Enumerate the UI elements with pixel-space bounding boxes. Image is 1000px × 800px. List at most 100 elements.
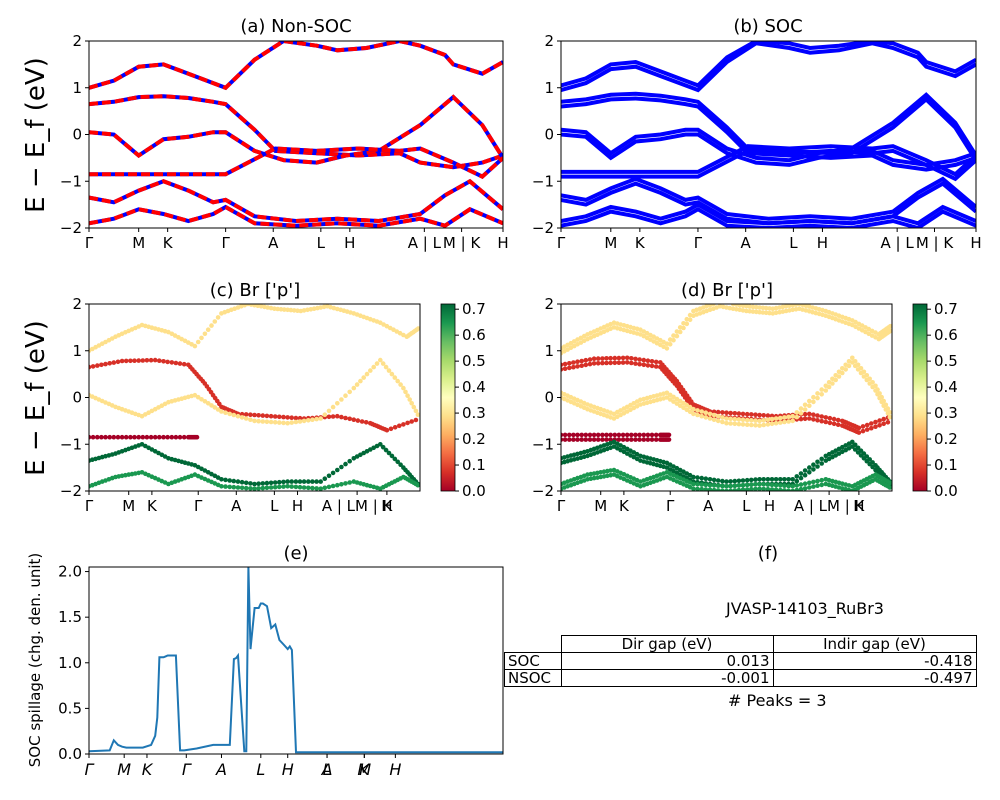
band-point xyxy=(720,415,725,420)
band-point xyxy=(761,418,766,423)
band-point xyxy=(297,419,303,424)
band-point xyxy=(715,483,721,489)
band-point xyxy=(89,364,92,370)
band-point xyxy=(711,412,717,418)
band-point xyxy=(595,437,601,442)
band-point xyxy=(260,485,266,491)
y-tick-label: 2 xyxy=(72,295,82,313)
band-point xyxy=(761,477,766,482)
band-point xyxy=(843,367,848,372)
band-point xyxy=(707,304,713,308)
band-point xyxy=(136,434,141,440)
band-point xyxy=(653,359,659,365)
colorbar-tick-label: 0.3 xyxy=(934,404,958,422)
band-point xyxy=(711,304,716,307)
band-point xyxy=(757,412,762,418)
band-point xyxy=(260,413,266,418)
band-point xyxy=(753,477,758,482)
band-point xyxy=(798,411,804,416)
gap-table-header: Dir gap (eV) Indir gap (eV) xyxy=(505,635,977,653)
band-point xyxy=(192,392,198,398)
band-point xyxy=(115,359,121,365)
band-point xyxy=(819,387,824,392)
y-tick-label: −1 xyxy=(532,172,554,190)
band-point xyxy=(310,485,315,491)
band-point xyxy=(641,362,647,368)
band-point xyxy=(732,478,738,484)
band-point xyxy=(395,378,401,384)
band-point xyxy=(591,361,597,366)
band-point xyxy=(736,478,742,484)
band-point xyxy=(629,437,634,442)
band-point xyxy=(870,464,875,470)
band-point xyxy=(591,356,597,362)
band-lines xyxy=(561,41,976,228)
band-point xyxy=(272,420,278,425)
band-point xyxy=(695,475,700,480)
band-point xyxy=(711,417,717,423)
band-point xyxy=(703,410,709,416)
band-point xyxy=(827,415,833,421)
band-point xyxy=(571,432,576,438)
band-point xyxy=(786,414,791,420)
band-point xyxy=(281,479,286,485)
band-point xyxy=(782,477,787,482)
band-point xyxy=(347,389,353,395)
band-point xyxy=(807,411,812,417)
band-point xyxy=(416,326,420,331)
band-point xyxy=(231,478,237,484)
band-point xyxy=(671,468,676,474)
row-label: SOC xyxy=(504,652,562,670)
band-point xyxy=(720,410,725,415)
band-point xyxy=(684,407,690,413)
band-point xyxy=(881,403,886,409)
band-point xyxy=(769,482,775,488)
band-point xyxy=(272,414,278,419)
band-point xyxy=(235,485,241,490)
band-point xyxy=(392,425,398,430)
band-point xyxy=(604,437,609,442)
y-tick-label: 1 xyxy=(544,79,554,97)
band-point xyxy=(99,434,104,440)
band-point xyxy=(624,432,630,438)
band-point xyxy=(831,421,837,427)
band-point xyxy=(856,425,862,431)
band-point xyxy=(744,417,750,423)
band-point xyxy=(256,413,261,418)
band-point xyxy=(815,418,820,423)
band-point xyxy=(666,437,672,442)
band-point xyxy=(753,482,758,487)
band-point xyxy=(753,486,758,491)
band-point xyxy=(819,482,824,488)
band-point xyxy=(243,480,249,486)
band-point xyxy=(314,479,319,484)
band-point xyxy=(248,417,253,423)
band-point xyxy=(629,432,634,438)
colorbar-tick-label: 0.5 xyxy=(934,352,958,370)
band-point xyxy=(861,374,867,379)
x-tick-label: Γ xyxy=(557,234,566,252)
band-point xyxy=(823,419,829,425)
band-point xyxy=(633,356,638,362)
colorbar-tick-label: 0.6 xyxy=(462,326,486,344)
y-tick-label: 0 xyxy=(544,126,554,144)
band-point xyxy=(405,393,410,399)
band-point xyxy=(736,417,742,422)
band-point xyxy=(873,388,878,393)
x-tick-label: M xyxy=(594,497,607,515)
band-point xyxy=(567,365,572,371)
band-point xyxy=(140,434,146,440)
band-point xyxy=(152,434,158,440)
band-point xyxy=(583,432,589,438)
band-point xyxy=(268,485,274,490)
x-tick-label: H xyxy=(970,234,981,252)
band-point xyxy=(671,399,676,404)
band-point xyxy=(667,342,673,347)
band-point xyxy=(347,458,353,464)
header-indir-gap: Indir gap (eV) xyxy=(772,635,977,653)
band-point xyxy=(264,419,270,425)
y-tick-label: 1 xyxy=(544,342,554,360)
band-point xyxy=(769,487,775,491)
